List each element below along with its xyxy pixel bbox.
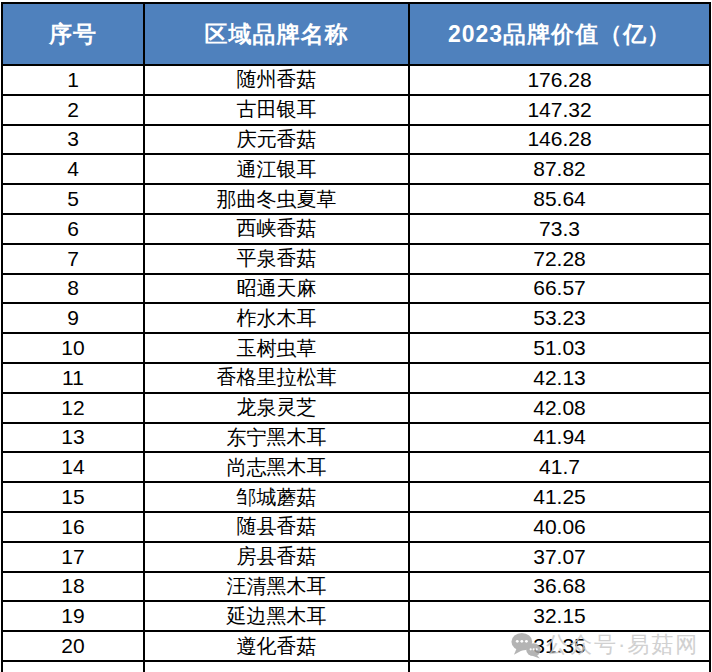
table-row: 6 西峡香菇 73.3 xyxy=(2,214,710,244)
rank-cell: 19 xyxy=(2,601,144,631)
rank-cell: 1 xyxy=(2,65,144,95)
table-row: 2 古田银耳 147.32 xyxy=(2,95,710,125)
table-row: 10 玉树虫草 51.03 xyxy=(2,333,710,363)
brand-name-cell: 随县香菇 xyxy=(144,512,409,542)
brand-name-cell: 香格里拉松茸 xyxy=(144,363,409,393)
brand-value-cell: 41.25 xyxy=(409,482,710,512)
brand-value-cell: 146.28 xyxy=(409,125,710,155)
brand-name-cell: 昭通天麻 xyxy=(144,274,409,304)
table-body: 1 随州香菇 176.28 2 古田银耳 147.32 3 庆元香菇 146.2… xyxy=(2,65,710,672)
table-row: 14 尚志黑木耳 41.7 xyxy=(2,452,710,482)
rank-cell: 15 xyxy=(2,482,144,512)
brand-value-cell: 66.57 xyxy=(409,274,710,304)
brand-name-cell: 遵化香菇 xyxy=(144,631,409,661)
brand-name-cell: 尚志黑木耳 xyxy=(144,452,409,482)
rank-cell: 14 xyxy=(2,452,144,482)
brand-value-cell: 51.03 xyxy=(409,333,710,363)
rank-cell: 16 xyxy=(2,512,144,542)
table-screenshot: 序号 区域品牌名称 2023品牌价值（亿） 1 随州香菇 176.28 2 古田… xyxy=(0,0,712,672)
rank-cell: 17 xyxy=(2,542,144,572)
table-row: 18 汪清黑木耳 36.68 xyxy=(2,572,710,602)
table-row: 7 平泉香菇 72.28 xyxy=(2,244,710,274)
header-row: 序号 区域品牌名称 2023品牌价值（亿） xyxy=(2,3,710,65)
table-row: 17 房县香菇 37.07 xyxy=(2,542,710,572)
brand-name-cell: 平泉香菇 xyxy=(144,244,409,274)
brand-name-cell: 东宁黑木耳 xyxy=(144,423,409,453)
brand-value-cell: 72.28 xyxy=(409,244,710,274)
table-row: 3 庆元香菇 146.28 xyxy=(2,125,710,155)
rank-cell: 11 xyxy=(2,363,144,393)
table-row: 20 遵化香菇 31.35 xyxy=(2,631,710,661)
brand-value-cell: 53.23 xyxy=(409,303,710,333)
brand-name-cell: 柞水木耳 xyxy=(144,303,409,333)
brand-name-cell: 那曲冬虫夏草 xyxy=(144,184,409,214)
table-row: 9 柞水木耳 53.23 xyxy=(2,303,710,333)
table-row: 11 香格里拉松茸 42.13 xyxy=(2,363,710,393)
brand-value-cell: 42.08 xyxy=(409,393,710,423)
brand-value-cell xyxy=(409,661,710,672)
brand-name-cell: 房县香菇 xyxy=(144,542,409,572)
table-row: 12 龙泉灵芝 42.08 xyxy=(2,393,710,423)
brand-value-cell: 37.07 xyxy=(409,542,710,572)
brand-value-cell: 41.7 xyxy=(409,452,710,482)
table-row: 8 昭通天麻 66.57 xyxy=(2,274,710,304)
rank-cell: 9 xyxy=(2,303,144,333)
brand-name-cell: 随州香菇 xyxy=(144,65,409,95)
rank-cell: 10 xyxy=(2,333,144,363)
rank-cell: 20 xyxy=(2,631,144,661)
table-row: 16 随县香菇 40.06 xyxy=(2,512,710,542)
brand-name-cell: 龙泉灵芝 xyxy=(144,393,409,423)
brand-value-cell: 40.06 xyxy=(409,512,710,542)
table-row: 13 东宁黑木耳 41.94 xyxy=(2,423,710,453)
brand-name-cell: 西峡香菇 xyxy=(144,214,409,244)
brand-value-cell: 85.64 xyxy=(409,184,710,214)
brand-value-cell: 36.68 xyxy=(409,572,710,602)
table-row: 4 通江银耳 87.82 xyxy=(2,154,710,184)
rank-cell: 13 xyxy=(2,423,144,453)
brand-name-cell: 通江银耳 xyxy=(144,154,409,184)
brand-name-cell xyxy=(144,661,409,672)
col-header-brand-value: 2023品牌价值（亿） xyxy=(409,3,710,65)
table-row: 5 那曲冬虫夏草 85.64 xyxy=(2,184,710,214)
brand-value-cell: 42.13 xyxy=(409,363,710,393)
brand-value-cell: 41.94 xyxy=(409,423,710,453)
brand-value-cell: 87.82 xyxy=(409,154,710,184)
table-row: 19 延边黑木耳 32.15 xyxy=(2,601,710,631)
table-row: 15 邹城蘑菇 41.25 xyxy=(2,482,710,512)
brand-name-cell: 延边黑木耳 xyxy=(144,601,409,631)
brand-value-table: 序号 区域品牌名称 2023品牌价值（亿） 1 随州香菇 176.28 2 古田… xyxy=(1,2,711,672)
brand-value-cell: 32.15 xyxy=(409,601,710,631)
rank-cell: 2 xyxy=(2,95,144,125)
rank-cell: 12 xyxy=(2,393,144,423)
rank-cell xyxy=(2,661,144,672)
brand-name-cell: 邹城蘑菇 xyxy=(144,482,409,512)
brand-value-cell: 73.3 xyxy=(409,214,710,244)
rank-cell: 18 xyxy=(2,572,144,602)
brand-name-cell: 庆元香菇 xyxy=(144,125,409,155)
col-header-rank: 序号 xyxy=(2,3,144,65)
rank-cell: 6 xyxy=(2,214,144,244)
brand-name-cell: 汪清黑木耳 xyxy=(144,572,409,602)
rank-cell: 4 xyxy=(2,154,144,184)
brand-name-cell: 玉树虫草 xyxy=(144,333,409,363)
rank-cell: 5 xyxy=(2,184,144,214)
brand-value-cell: 31.35 xyxy=(409,631,710,661)
table-row-partial xyxy=(2,661,710,672)
rank-cell: 8 xyxy=(2,274,144,304)
table-row: 1 随州香菇 176.28 xyxy=(2,65,710,95)
rank-cell: 3 xyxy=(2,125,144,155)
col-header-brand-name: 区域品牌名称 xyxy=(144,3,409,65)
brand-value-cell: 176.28 xyxy=(409,65,710,95)
rank-cell: 7 xyxy=(2,244,144,274)
brand-name-cell: 古田银耳 xyxy=(144,95,409,125)
brand-value-cell: 147.32 xyxy=(409,95,710,125)
